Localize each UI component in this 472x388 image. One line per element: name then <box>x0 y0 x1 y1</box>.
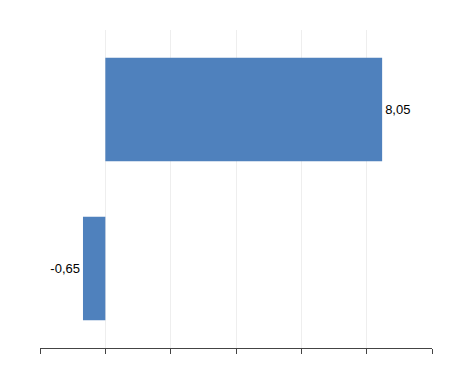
svg-text:-0,65: -0,65 <box>50 261 80 276</box>
svg-text:8,05: 8,05 <box>385 102 410 117</box>
